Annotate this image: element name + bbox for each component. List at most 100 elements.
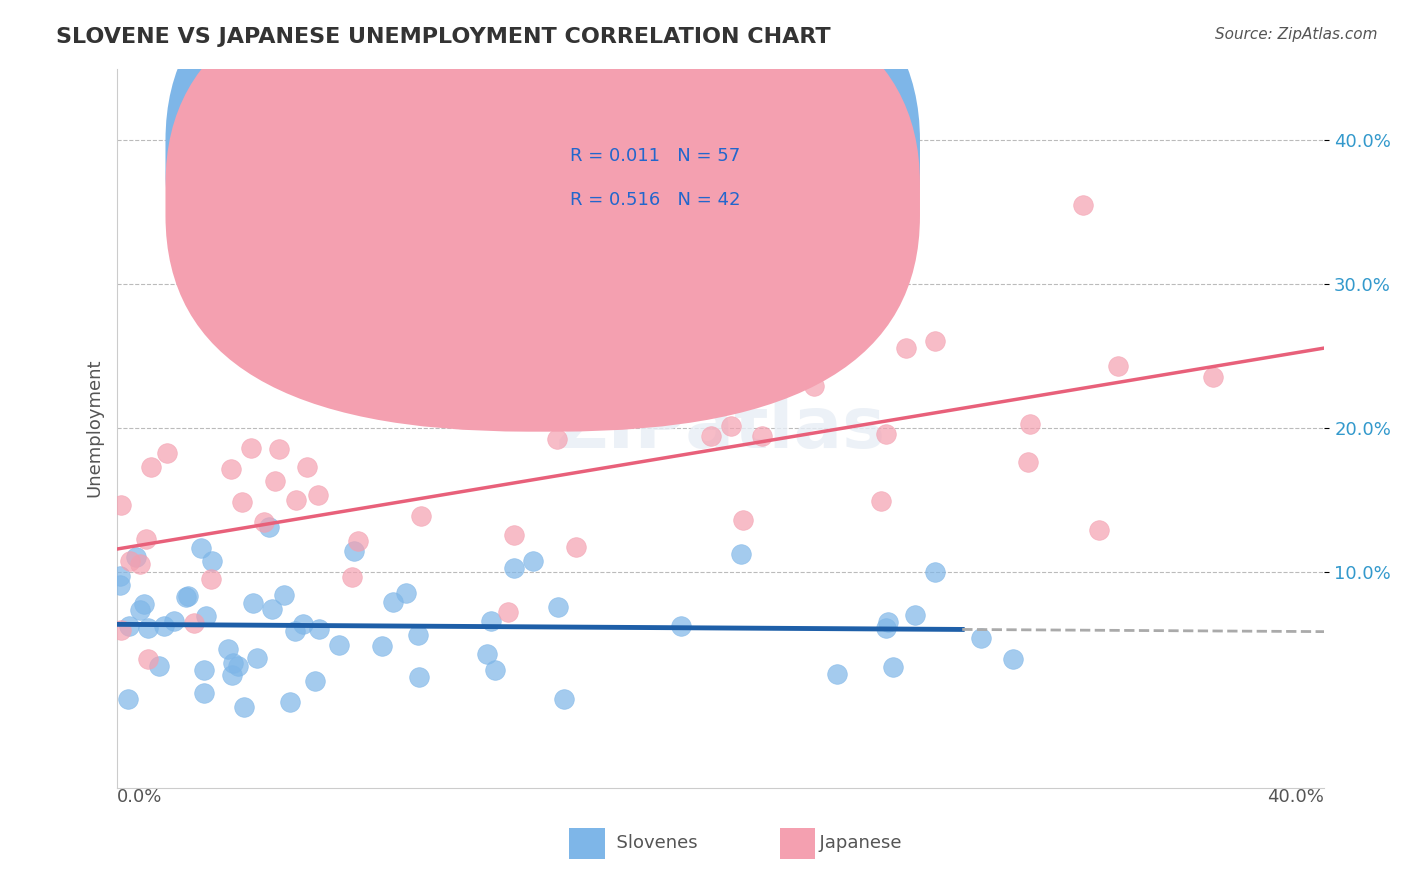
Point [136,621,159,635]
Point [498,605,520,619]
Point [411,509,433,524]
Text: Japanese: Japanese [808,834,903,852]
Text: ZIPatlas: ZIPatlas [555,393,886,463]
Point [671,619,693,633]
Point [751,429,773,443]
Point [343,543,366,558]
Point [875,621,897,635]
Point [328,638,350,652]
Point [738,343,761,358]
Point [156,445,179,459]
Point [221,668,243,682]
Point [176,589,198,603]
Point [406,628,429,642]
Point [827,667,849,681]
Point [162,614,184,628]
FancyBboxPatch shape [773,822,823,865]
Point [132,597,155,611]
Point [135,533,157,547]
Point [733,513,755,527]
Point [395,585,418,599]
Point [278,695,301,709]
Point [257,519,280,533]
Point [125,550,148,565]
Point [347,533,370,548]
Point [193,686,215,700]
Point [242,596,264,610]
Text: 40.0%: 40.0% [1268,788,1324,805]
Point [129,557,152,571]
Point [700,429,723,443]
Point [870,494,893,508]
Point [295,460,318,475]
Point [183,615,205,630]
Point [136,652,159,666]
Point [152,619,174,633]
Point [1201,370,1223,384]
Text: Slovenes: Slovenes [605,834,697,852]
Point [522,554,544,568]
Point [231,495,253,509]
FancyBboxPatch shape [562,822,612,865]
Point [120,554,142,568]
Point [304,673,326,688]
Text: SLOVENE VS JAPANESE UNEMPLOYMENT CORRELATION CHART: SLOVENE VS JAPANESE UNEMPLOYMENT CORRELA… [56,27,831,46]
Point [233,699,256,714]
Point [969,631,991,645]
Point [148,658,170,673]
Point [267,442,290,457]
Point [1088,523,1111,537]
Point [1002,651,1025,665]
Point [875,426,897,441]
Point [720,419,742,434]
Point [108,569,131,583]
Point [1071,198,1094,212]
Point [219,461,242,475]
Point [253,515,276,529]
Point [292,616,315,631]
Point [263,474,285,488]
Point [564,540,586,554]
Point [307,487,329,501]
Point [228,658,250,673]
Point [1017,455,1039,469]
Point [260,602,283,616]
Point [546,432,568,446]
Point [903,608,925,623]
Point [502,561,524,575]
Point [117,692,139,706]
Point [882,660,904,674]
Point [924,565,946,579]
FancyBboxPatch shape [166,0,920,432]
FancyBboxPatch shape [503,119,793,234]
Point [139,459,162,474]
Point [246,650,269,665]
Point [128,603,150,617]
Point [110,624,132,638]
Point [284,624,307,639]
Point [479,614,502,628]
Point [381,594,404,608]
Point [195,609,218,624]
Point [484,664,506,678]
Point [200,554,222,568]
Point [222,656,245,670]
Point [803,378,825,392]
Point [730,547,752,561]
Y-axis label: Unemployment: Unemployment [86,359,103,498]
Point [110,498,132,512]
Point [308,623,330,637]
Point [876,615,898,630]
Point [553,692,575,706]
Point [240,441,263,455]
Text: 0.0%: 0.0% [117,788,163,805]
Point [284,492,307,507]
Text: Source: ZipAtlas.com: Source: ZipAtlas.com [1215,27,1378,42]
Point [547,599,569,614]
Point [200,572,222,586]
Point [217,641,239,656]
FancyBboxPatch shape [166,0,920,389]
Point [894,341,917,355]
Point [1107,359,1129,374]
Point [477,647,499,661]
